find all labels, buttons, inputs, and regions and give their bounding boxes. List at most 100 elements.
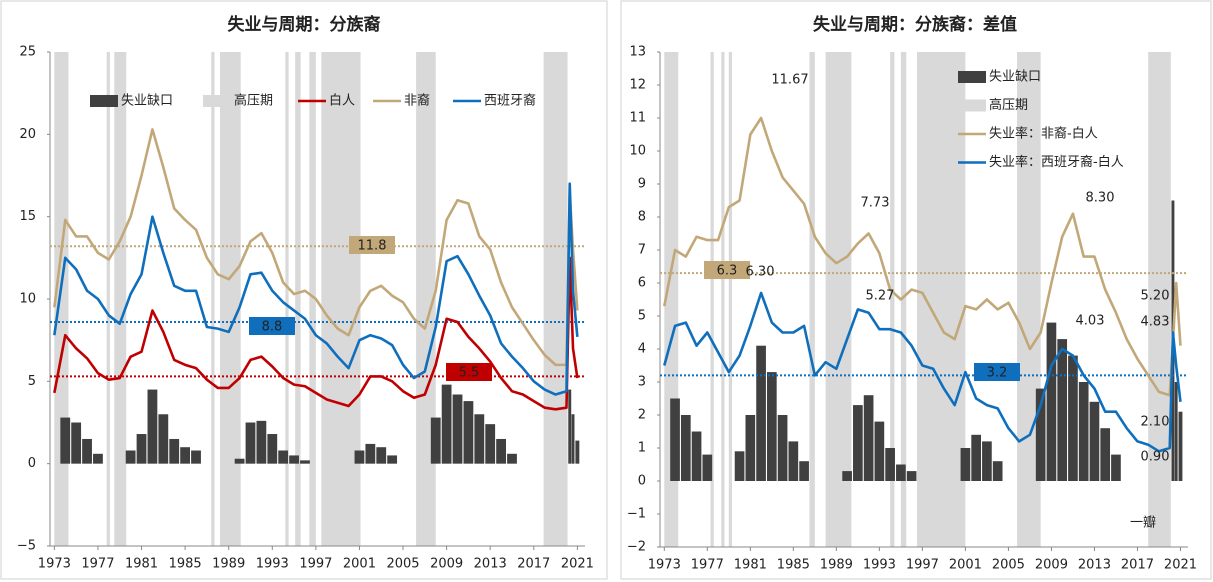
x-tick-label: 1981 [125,557,158,572]
gap-bar [1100,428,1111,481]
y-tick-label: 0 [638,474,646,489]
y-tick-label: −1 [627,507,646,522]
y-tick-label: −5 [17,539,36,554]
gap-bar [842,471,852,481]
x-tick-label: 2009 [1035,558,1068,573]
annotation-label: 5.5 [459,366,480,381]
gap-bar [1178,411,1183,481]
legend-label: 高压期 [989,97,1028,113]
gap-bar [71,422,82,464]
gap-bar [365,443,376,464]
annotation-box [249,317,295,335]
high-pressure-span [295,52,301,546]
x-tick-label: 1997 [906,558,939,573]
x-tick-label: 1981 [734,558,767,573]
x-tick-label: 2013 [474,557,507,572]
x-tick-label: 2017 [517,557,550,572]
y-tick-label: 5 [638,309,646,324]
gap-bar [147,389,158,464]
gap-bar [691,431,702,481]
x-tick-label: 2021 [1164,558,1197,573]
gap-bar [1046,322,1057,481]
annotation-label: 6.30 [746,265,775,280]
high-pressure-span [285,52,289,546]
gap-bar [702,454,713,481]
legend-label: 失业率：非裔-白人 [989,126,1098,142]
x-tick-label: 1997 [299,557,332,572]
annotation-box [704,261,750,279]
gap-bar [788,441,799,481]
gap-bar [906,471,917,481]
gap-bar [93,453,103,464]
annotation-label: 5.27 [866,289,895,304]
gap-bar [485,424,496,464]
x-tick-label: 2001 [343,557,376,572]
gap-bar [136,434,147,464]
y-tick-label: 6 [638,276,646,291]
annotation-label: 5.20 [1141,289,1170,304]
gap-bar [670,398,680,481]
high-pressure-span [917,52,966,547]
series-line [663,116,1182,397]
high-pressure-span [211,52,215,546]
x-tick-label: 2021 [561,557,594,572]
high-pressure-span [309,52,316,546]
x-tick-label: 2013 [1078,558,1111,573]
gap-bar [125,450,136,464]
y-tick-label: −2 [627,540,646,555]
x-tick-label: 1985 [169,557,202,572]
legend-label: 非裔 [404,93,430,109]
gap-bar [745,415,756,481]
gap-bar [441,384,452,464]
gap-bar [863,395,874,481]
y-tick-label: 25 [19,45,36,60]
y-tick-label: 9 [638,177,646,192]
gap-bar [1035,388,1046,481]
y-tick-label: 12 [629,78,646,93]
y-tick-label: 3 [638,375,646,390]
gap-bar [992,461,1003,481]
gap-bar [278,450,289,464]
gap-bar [300,460,310,464]
x-tick-label: 2005 [992,558,1025,573]
gap-bar [507,453,517,464]
series-line [53,128,579,367]
high-pressure-span [1148,52,1171,547]
gap-bar [234,458,245,464]
gap-bar [354,450,365,464]
gap-bar [680,415,691,481]
gap-bar [1089,401,1100,481]
gap-bar [568,389,572,464]
gap-bar [734,451,745,481]
legend-swatch [958,71,986,83]
series-line [53,256,579,411]
y-tick-label: 0 [28,456,36,471]
y-tick-label: 4 [638,342,646,357]
gap-bar [1078,382,1089,481]
y-tick-label: 11 [629,111,646,126]
annotation-box [974,363,1020,381]
y-tick-label: 5 [28,374,36,389]
y-tick-label: 1 [638,441,646,456]
x-tick-label: 1993 [863,558,896,573]
gap-bar [256,420,267,464]
y-tick-label: 10 [19,292,36,307]
gap-bar [1057,339,1068,481]
gap-bar [158,414,169,464]
gap-bar [82,438,92,464]
gap-bar [245,422,256,464]
high-pressure-span [728,52,733,547]
high-pressure-span [321,52,361,546]
annotation-label: 2.10 [1141,415,1170,430]
high-pressure-span [890,52,895,547]
gap-bar [1111,454,1121,481]
legend-label: 高压期 [234,93,273,109]
legend-swatch [90,95,118,107]
gap-bar [571,414,575,464]
panel-border [0,0,608,580]
gap-bar [1068,355,1078,481]
panel-border [620,0,1212,580]
gap-bar [853,405,863,481]
gap-bar [575,440,580,464]
annotation-label: 8.8 [262,320,283,335]
